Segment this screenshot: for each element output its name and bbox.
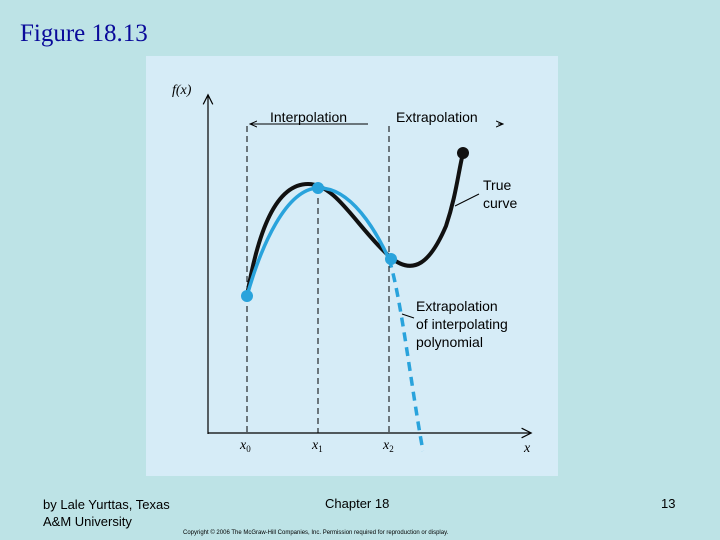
x-axis-label: x xyxy=(523,441,531,456)
data-point-x0 xyxy=(241,290,253,302)
true-curve-label-line2: curve xyxy=(483,195,517,211)
tick-x1-base: x xyxy=(311,438,319,453)
interpolation-extrapolation-diagram: f(x) x Interpolation Extrapolation True … xyxy=(172,83,558,456)
extrapolation-label-line2: of interpolating xyxy=(416,316,508,332)
figure-panel: f(x) x Interpolation Extrapolation True … xyxy=(146,56,558,476)
polynomial-extrapolation xyxy=(387,258,425,452)
tick-x0: x0 xyxy=(239,438,251,454)
extrapolation-label-line3: polynomial xyxy=(416,334,483,350)
y-axis-label: f(x) xyxy=(172,83,192,98)
true-curve xyxy=(245,152,465,297)
true-curve-endpoint xyxy=(457,147,469,159)
tick-x2: x2 xyxy=(382,438,394,454)
tick-x1: x1 xyxy=(311,438,323,454)
slide-title: Figure 18.13 xyxy=(20,20,148,47)
extrapolation-pointer xyxy=(401,313,415,319)
tick-x2-sub: 2 xyxy=(389,444,394,454)
footer-chapter: Chapter 18 xyxy=(325,496,390,511)
tick-x0-sub: 0 xyxy=(246,444,251,454)
copyright-notice: Copyright © 2006 The McGraw-Hill Compani… xyxy=(183,530,449,536)
tick-x1-sub: 1 xyxy=(318,444,323,454)
interpolation-label: Interpolation xyxy=(270,109,347,125)
true-curve-pointer xyxy=(454,193,480,207)
tick-x0-base: x xyxy=(239,438,247,453)
extrapolation-label: Extrapolation xyxy=(396,109,478,125)
data-point-x2 xyxy=(385,253,397,265)
footer-author: by Lale Yurttas, Texas A&M University xyxy=(43,496,170,530)
page-number: 13 xyxy=(661,496,676,511)
true-curve-label: True curve xyxy=(483,177,517,211)
tick-x2-base: x xyxy=(382,438,390,453)
data-point-x1 xyxy=(312,182,324,194)
extrapolation-label-line1: Extrapolation xyxy=(416,298,498,314)
true-curve-label-line1: True xyxy=(483,177,511,193)
footer-author-line1: by Lale Yurttas, Texas xyxy=(43,497,170,512)
footer-author-line2: A&M University xyxy=(43,514,132,529)
polynomial-extrapolation-label: Extrapolation of interpolating polynomia… xyxy=(416,298,512,350)
